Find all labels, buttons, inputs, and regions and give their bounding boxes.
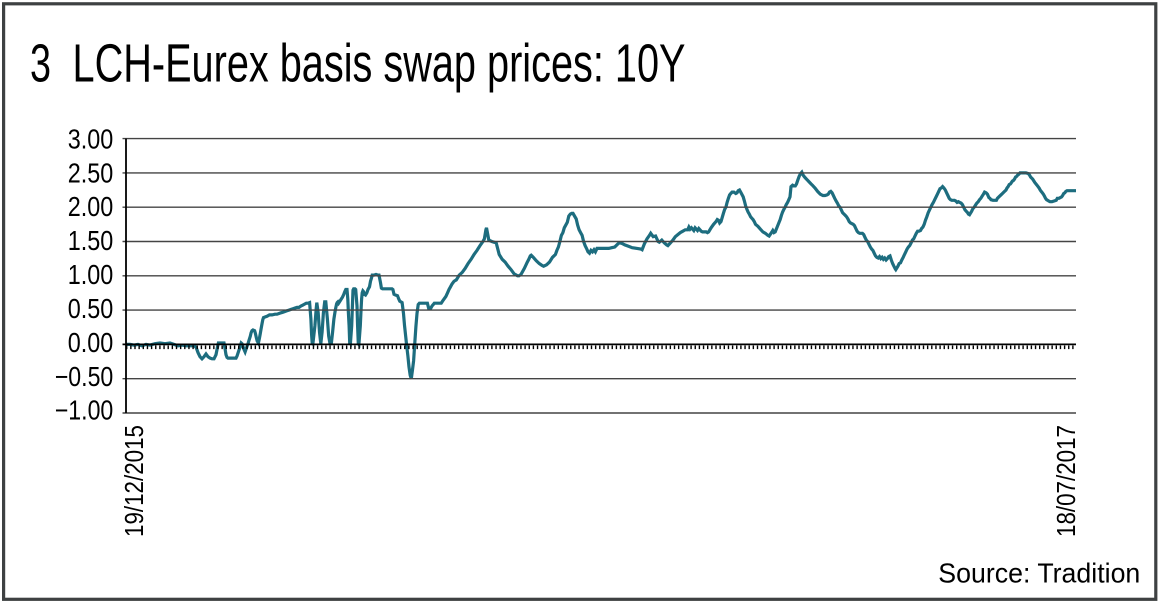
svg-text:0.50: 0.50 <box>68 293 114 324</box>
svg-text:19/12/2015: 19/12/2015 <box>119 425 149 537</box>
svg-text:−1.00: −1.00 <box>55 395 114 426</box>
svg-text:18/07/2017: 18/07/2017 <box>1051 425 1081 537</box>
svg-text:−0.50: −0.50 <box>55 361 114 392</box>
svg-text:Source: Tradition: Source: Tradition <box>938 558 1140 589</box>
svg-text:3.00: 3.00 <box>68 123 114 154</box>
svg-text:1.00: 1.00 <box>68 259 114 290</box>
svg-text:LCH-Eurex basis swap prices: 1: LCH-Eurex basis swap prices: 10Y <box>73 34 686 93</box>
svg-text:3: 3 <box>30 34 51 93</box>
svg-text:2.50: 2.50 <box>68 157 114 188</box>
svg-text:1.50: 1.50 <box>68 225 114 256</box>
svg-text:2.00: 2.00 <box>68 191 114 222</box>
svg-text:0.00: 0.00 <box>68 327 114 358</box>
